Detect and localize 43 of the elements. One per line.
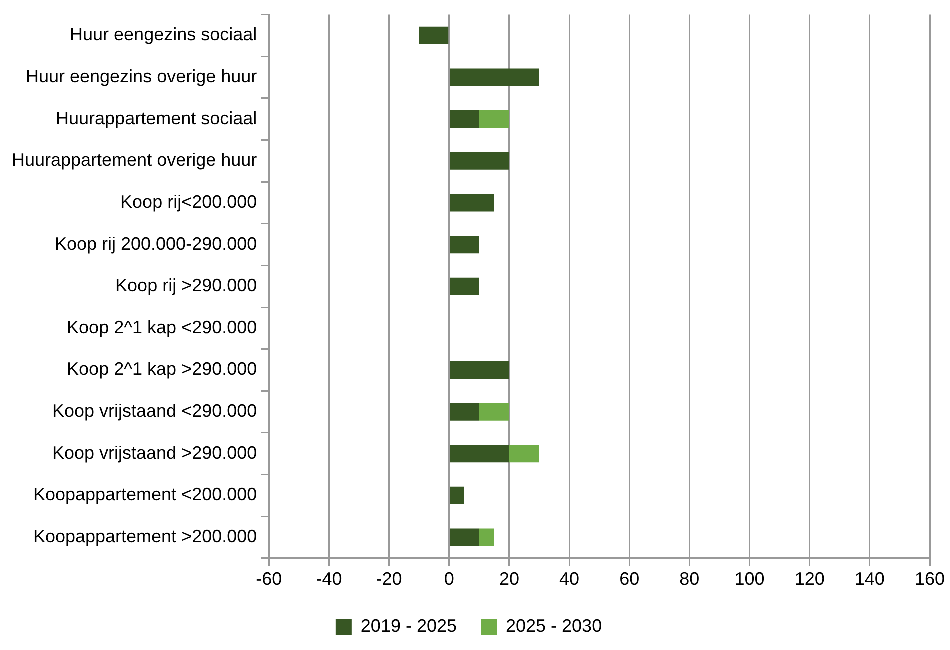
x-tick-label: 140 <box>854 569 885 590</box>
bar <box>450 528 480 546</box>
x-tick-label: -60 <box>256 569 282 590</box>
x-tick-label: 120 <box>794 569 825 590</box>
bar <box>450 236 480 254</box>
x-tick-label: 60 <box>620 569 640 590</box>
bar <box>479 528 494 546</box>
x-tick-label: 100 <box>734 569 765 590</box>
bar <box>419 26 449 44</box>
bar <box>450 486 464 504</box>
x-tick-label: 160 <box>914 569 946 590</box>
bar <box>450 361 510 380</box>
legend-label: 2019 - 2025 <box>360 616 458 636</box>
legend-label: 2025 - 2030 <box>506 616 602 636</box>
bar <box>450 152 510 170</box>
y-tick-label: Huur eengezins sociaal <box>70 24 258 45</box>
x-tick-label: -20 <box>376 569 402 590</box>
x-tick-label: 0 <box>444 569 454 590</box>
y-tick-label: Huurappartement sociaal <box>56 108 258 128</box>
bar <box>450 278 480 296</box>
bar <box>479 403 510 421</box>
y-tick-label: Koop 2^1 kap >290.000 <box>67 359 258 380</box>
y-tick-label: Koop vrijstaand <290.000 <box>52 401 258 422</box>
x-tick-label: -40 <box>316 569 342 590</box>
bar <box>479 110 510 128</box>
y-tick-label: Huurappartement overige huur <box>12 150 258 170</box>
y-tick-label: Koop vrijstaand >290.000 <box>52 442 258 463</box>
y-tick-label: Koop rij 200.000-290.000 <box>54 234 258 254</box>
x-tick-label: 20 <box>499 569 520 590</box>
y-tick-label: Koop rij >290.000 <box>116 276 258 296</box>
y-tick-label: Koop rij<200.000 <box>120 192 258 212</box>
bar <box>509 445 540 463</box>
x-tick-label: 80 <box>680 569 700 590</box>
x-tick-label: 40 <box>560 569 580 590</box>
bar <box>450 194 494 212</box>
bar <box>450 403 480 421</box>
bar <box>450 110 480 128</box>
bar <box>450 445 510 463</box>
y-tick-label: Koop 2^1 kap <290.000 <box>67 317 258 338</box>
y-tick-label: Koopappartement <200.000 <box>33 484 258 505</box>
bar <box>450 68 540 86</box>
y-tick-label: Koopappartement >200.000 <box>33 526 258 546</box>
y-tick-label: Huur eengezins overige huur <box>26 66 258 86</box>
